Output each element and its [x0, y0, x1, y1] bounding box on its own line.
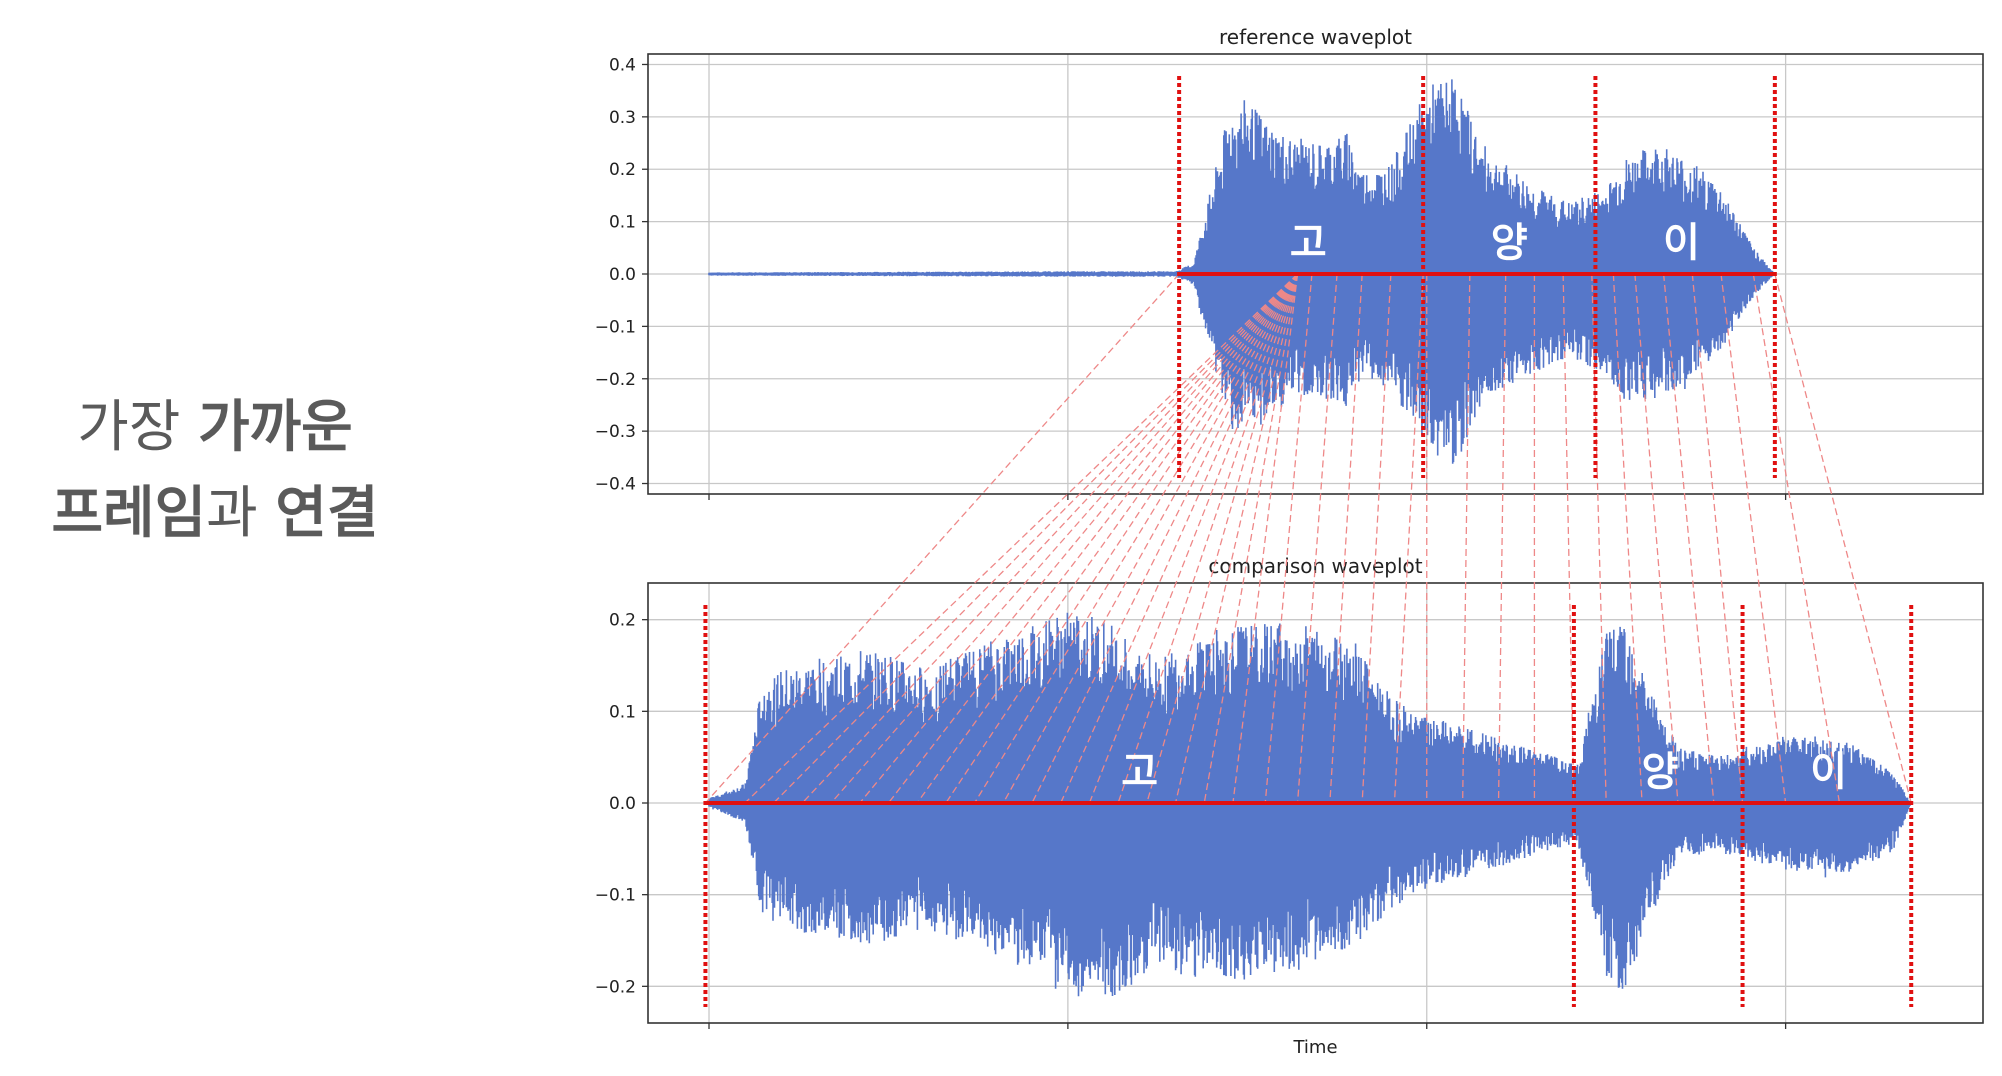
plot-title: reference waveplot — [1219, 25, 1412, 49]
syllable-label: 이 — [1810, 749, 1847, 795]
caption-line-1: 가장 가까운 — [0, 385, 430, 471]
alignment-link — [1264, 273, 1313, 804]
alignment-link — [1146, 273, 1299, 804]
caption-line-2: 프레임과 연결 — [0, 471, 430, 557]
alignment-link — [1296, 273, 1338, 804]
alignment-link — [1612, 273, 1643, 804]
alignment-link — [1361, 273, 1392, 804]
alignment-link — [1562, 273, 1575, 804]
alignment-link — [744, 273, 1299, 804]
alignment-link — [859, 273, 1299, 804]
syllable-label: 양 — [1491, 220, 1528, 266]
caption-word-2: 가까운 — [198, 395, 353, 460]
caption-word-1: 가장 — [77, 395, 199, 460]
y-tick-label: 0.0 — [609, 265, 636, 285]
syllable-label: 양 — [1642, 749, 1679, 795]
alignment-link — [1752, 273, 1841, 804]
alignment-link — [1329, 273, 1363, 804]
alignment-link — [1720, 273, 1787, 804]
caption-word-5: 연결 — [275, 481, 379, 546]
y-tick-label: −0.1 — [595, 317, 636, 337]
alignment-link — [773, 273, 1299, 804]
alignment-link — [1002, 273, 1299, 804]
y-tick-label: 0.1 — [609, 213, 636, 233]
caption-word-4: 과 — [206, 481, 276, 546]
alignment-link — [974, 273, 1299, 804]
waveform — [708, 79, 1775, 464]
y-tick-label: 0.2 — [609, 160, 636, 180]
alignment-link — [945, 273, 1299, 804]
syllable-label: 고 — [1121, 749, 1158, 795]
alignment-link — [1591, 273, 1607, 804]
alignment-link — [1174, 273, 1299, 804]
alignment-links — [704, 273, 1912, 804]
y-tick-label: 0.0 — [609, 794, 636, 814]
alignment-link — [1088, 273, 1299, 804]
y-tick-label: −0.4 — [595, 475, 636, 495]
alignment-link — [1060, 273, 1299, 804]
alignment-link — [916, 273, 1299, 804]
alignment-link — [1461, 273, 1471, 804]
y-tick-label: −0.1 — [595, 886, 636, 906]
caption-text: 가장 가까운 프레임과 연결 — [0, 385, 430, 557]
syllable-label: 이 — [1663, 220, 1700, 266]
y-tick-label: −0.3 — [595, 422, 636, 442]
alignment-link — [1393, 273, 1424, 804]
y-tick-label: −0.2 — [595, 370, 636, 390]
syllable-label: 고 — [1290, 220, 1327, 266]
segment-overlay: 고 양 이고 양 이 — [703, 76, 1914, 1007]
alignment-link — [1203, 273, 1299, 804]
y-tick-label: 0.3 — [609, 108, 636, 128]
alignment-link — [1634, 273, 1679, 804]
alignment-link — [1662, 273, 1715, 804]
x-axis-label: Time — [1292, 1037, 1337, 1058]
alignment-link — [1691, 273, 1744, 804]
y-tick-label: 0.2 — [609, 611, 636, 631]
alignment-link — [1497, 273, 1507, 804]
alignment-link — [704, 273, 1180, 804]
alignment-link — [1117, 273, 1299, 804]
y-tick-label: 0.4 — [609, 55, 636, 75]
alignment-link — [830, 273, 1299, 804]
caption-word-3: 프레임 — [51, 481, 207, 546]
reference-waveplot-panel: 0.4 0.3 0.2 0.1 0.0 −0.1 −0.2 −0.3 −0.4 reference… — [595, 25, 1984, 500]
alignment-link — [1774, 273, 1912, 804]
y-tick-label: 0.1 — [609, 702, 636, 722]
alignment-link — [1232, 273, 1299, 804]
y-tick-label: −0.2 — [595, 977, 636, 997]
alignment-link — [887, 273, 1299, 804]
